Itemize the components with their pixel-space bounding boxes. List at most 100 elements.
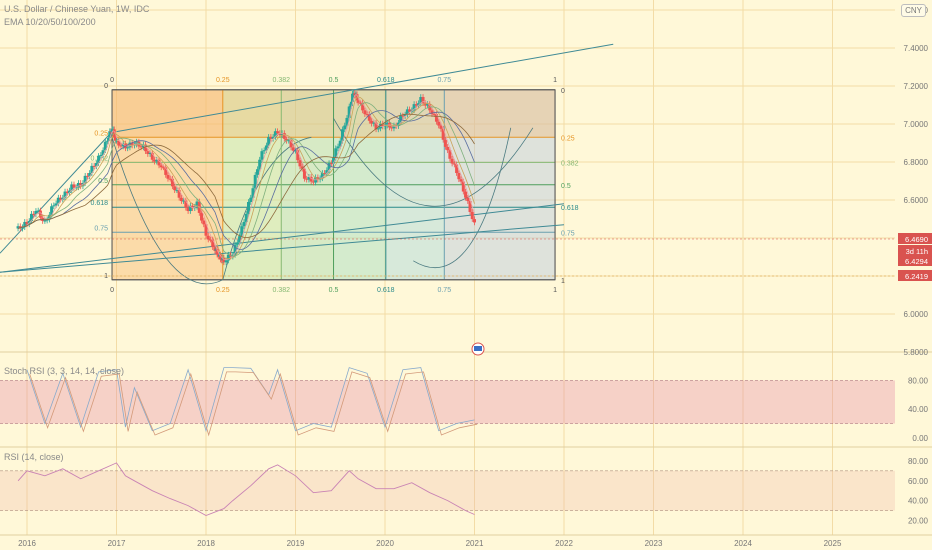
candle-body bbox=[372, 122, 376, 124]
candle-body bbox=[307, 176, 311, 180]
candle-body bbox=[150, 153, 154, 160]
fib-arc bbox=[333, 118, 534, 207]
candle-body bbox=[269, 136, 273, 139]
candle-body bbox=[300, 166, 304, 169]
candle-body bbox=[316, 177, 320, 180]
candle-body bbox=[348, 106, 352, 108]
candle-body bbox=[188, 205, 192, 212]
fib-price-label-right: 0.75 bbox=[561, 230, 575, 237]
candle-body bbox=[434, 114, 438, 122]
x-tick-label: 2017 bbox=[108, 539, 126, 548]
y-tick-label: 7.2000 bbox=[904, 82, 929, 91]
fib-price-label-right: 0.5 bbox=[561, 183, 571, 190]
fib-price-label-right: 0.382 bbox=[561, 160, 579, 167]
candle-body bbox=[267, 136, 271, 146]
candle-body bbox=[244, 213, 248, 222]
candle-body bbox=[289, 140, 293, 148]
candle-body bbox=[255, 169, 259, 175]
candle-body bbox=[50, 206, 54, 215]
candle-body bbox=[85, 175, 89, 177]
candle-body bbox=[455, 164, 459, 174]
candle-body bbox=[226, 254, 230, 261]
fib-arc bbox=[111, 136, 312, 285]
ema-legend[interactable]: EMA 10/20/50/100/200 bbox=[4, 17, 96, 27]
candle-body bbox=[298, 160, 302, 167]
candle-body bbox=[461, 181, 465, 192]
candle-body bbox=[103, 141, 107, 151]
fib-price-label-left: 0.5 bbox=[98, 178, 108, 185]
candle-body bbox=[32, 213, 36, 215]
candle-body bbox=[405, 109, 409, 115]
fib-time-label-top: 0.382 bbox=[272, 77, 290, 84]
candle-body bbox=[294, 150, 297, 152]
rsi-tick: 60.00 bbox=[908, 477, 929, 486]
candle-body bbox=[126, 147, 130, 149]
stochrsi-legend[interactable]: Stoch RSI (3, 3, 14, 14, close) bbox=[4, 366, 125, 376]
candle-body bbox=[63, 191, 67, 198]
candle-body bbox=[280, 133, 284, 136]
event-flag-icon bbox=[474, 346, 482, 351]
candle-body bbox=[457, 173, 461, 180]
candle-body bbox=[191, 205, 195, 209]
candle-body bbox=[437, 121, 441, 126]
candle-body bbox=[211, 239, 215, 248]
candle-body bbox=[323, 173, 327, 175]
candle-body bbox=[146, 151, 150, 155]
candle-body bbox=[186, 207, 190, 212]
candle-body bbox=[159, 165, 163, 168]
candle-body bbox=[72, 184, 76, 188]
y-tick-label: 6.6000 bbox=[904, 196, 929, 205]
candle-body bbox=[347, 106, 351, 118]
price-tag bbox=[898, 255, 932, 266]
candle-body bbox=[173, 186, 177, 191]
candle-body bbox=[334, 148, 338, 158]
fib-time-label-bottom: 0 bbox=[110, 287, 114, 294]
candle-body bbox=[419, 97, 423, 104]
ema-line bbox=[17, 110, 475, 250]
symbol-legend[interactable]: U.S. Dollar / Chinese Yuan, 1W, IDC bbox=[4, 4, 150, 14]
currency-badge[interactable]: CNY bbox=[901, 4, 926, 17]
candle-body bbox=[238, 236, 242, 243]
candle-body bbox=[271, 136, 275, 139]
ema-line bbox=[17, 102, 475, 257]
candle-body bbox=[291, 147, 295, 151]
candle-body bbox=[94, 163, 98, 167]
candle-body bbox=[251, 188, 255, 198]
candle-body bbox=[99, 154, 103, 156]
candle-body bbox=[219, 254, 223, 260]
candle-body bbox=[153, 159, 157, 162]
price-tag-label: 6.4690 bbox=[905, 235, 928, 244]
candle-body bbox=[370, 120, 374, 124]
fib-box-border bbox=[111, 89, 556, 281]
candle-body bbox=[249, 197, 253, 202]
candle-body bbox=[320, 173, 324, 179]
candle-body bbox=[117, 140, 121, 146]
trendline-layer bbox=[0, 43, 614, 273]
candle-body bbox=[144, 144, 148, 152]
rsi-band bbox=[0, 470, 895, 511]
candle-body bbox=[177, 190, 181, 198]
fib-time-label-top: 0.5 bbox=[329, 77, 339, 84]
stochrsi-band bbox=[0, 380, 895, 424]
y-tick-label: 7.0000 bbox=[904, 120, 929, 129]
candle-body bbox=[90, 165, 94, 174]
candle-body bbox=[107, 137, 111, 141]
price-tag bbox=[898, 233, 932, 244]
y-tick-label: 6.0000 bbox=[904, 310, 929, 319]
x-tick-label: 2024 bbox=[734, 539, 752, 548]
candle-body bbox=[336, 146, 340, 149]
candle-body bbox=[408, 109, 412, 112]
candle-body bbox=[392, 125, 396, 129]
candle-body bbox=[332, 157, 336, 164]
candle-body bbox=[367, 114, 371, 121]
candle-body bbox=[54, 203, 58, 206]
candle-body bbox=[338, 140, 342, 147]
candle-body bbox=[161, 167, 165, 169]
candle-body bbox=[403, 114, 407, 117]
candle-body bbox=[247, 201, 251, 214]
price-tag bbox=[898, 245, 932, 256]
candle-body bbox=[25, 221, 29, 225]
rsi-legend[interactable]: RSI (14, close) bbox=[4, 452, 64, 462]
candle-body bbox=[119, 145, 123, 147]
